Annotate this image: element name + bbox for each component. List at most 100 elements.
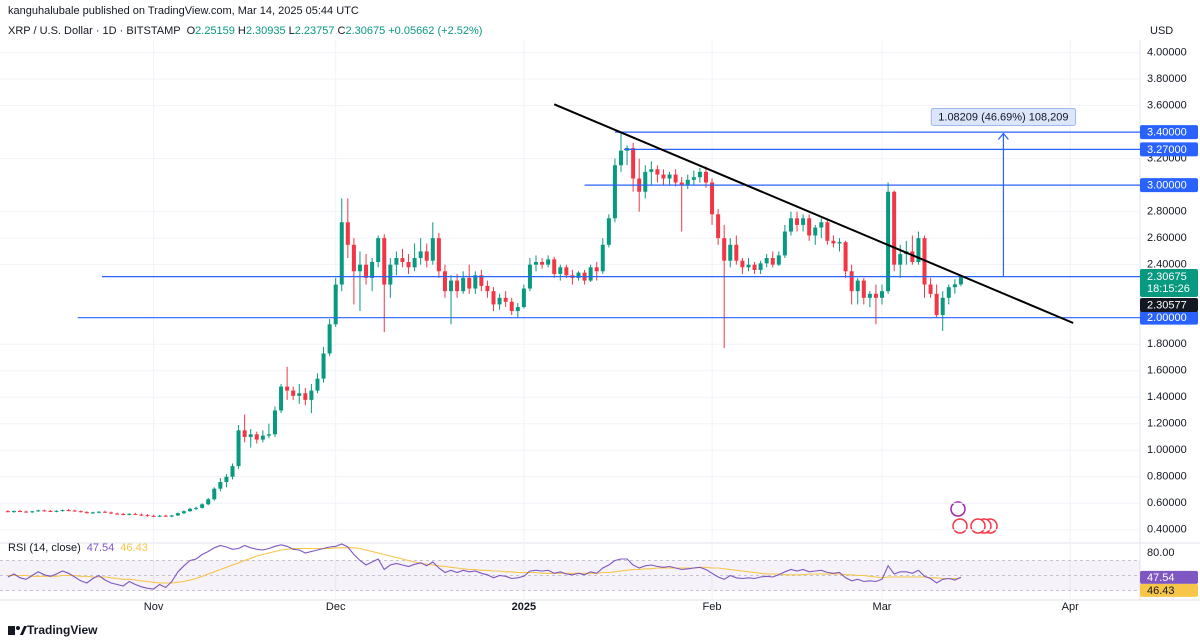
candle-body <box>188 508 192 512</box>
candle-body <box>303 393 308 400</box>
rsi-value-box <box>1140 570 1198 584</box>
candle-body <box>30 511 35 513</box>
candle-body <box>333 284 338 325</box>
price-label-box <box>1140 310 1198 325</box>
candle-body <box>764 258 769 264</box>
candle-body <box>18 511 23 513</box>
legend-label: L <box>288 25 295 37</box>
grid <box>0 40 1140 600</box>
candle-body <box>940 297 945 316</box>
candle-body <box>364 264 369 278</box>
logo <box>8 626 27 635</box>
candle-body <box>181 511 186 514</box>
candle-body <box>837 242 842 244</box>
candle-body <box>534 262 539 265</box>
candle-body <box>382 238 387 285</box>
countdown: 18:15:26 <box>1147 283 1190 295</box>
candle-body <box>139 514 144 516</box>
candle-body <box>418 251 423 259</box>
candle-body <box>218 482 223 489</box>
candle-body <box>345 222 350 245</box>
candle-body <box>291 390 296 396</box>
candle-body <box>782 231 787 256</box>
price-label: 3.27000 <box>1147 144 1187 156</box>
candle-body <box>649 169 654 172</box>
candle-body <box>145 515 150 517</box>
legend-label: C <box>337 25 346 37</box>
candle-body <box>5 511 10 513</box>
candle-body <box>339 222 344 285</box>
candle-body <box>934 293 939 316</box>
flags[interactable] <box>952 518 998 534</box>
candle-body <box>84 512 89 514</box>
candle-body <box>36 510 41 512</box>
y-tick-label: 4.00000 <box>1147 47 1187 59</box>
y-tick-label: 0.80000 <box>1147 471 1187 483</box>
candle-body <box>746 264 751 268</box>
candle-body <box>109 512 114 514</box>
symbol-legend: XRP / U.S. Dollar · 1D · BITSTAMP O2.2515… <box>8 24 485 38</box>
candle-body <box>521 288 526 308</box>
candle-body <box>491 291 496 305</box>
candle-body <box>801 218 806 225</box>
candle-body <box>485 285 490 292</box>
x-tick-label: Feb <box>703 601 722 613</box>
y-tick-label: 1.40000 <box>1147 391 1187 403</box>
candle-body <box>819 222 824 228</box>
candle-body <box>309 390 314 400</box>
rsi-value: 46.43 <box>120 542 148 554</box>
x-tick-label: Dec <box>326 601 346 613</box>
candle-body <box>958 277 963 285</box>
candle-body <box>855 280 860 292</box>
candle-body <box>479 275 484 286</box>
candle-body <box>455 280 460 292</box>
candle-body <box>880 291 885 298</box>
header: kanguhalubale published on TradingView.c… <box>8 4 485 38</box>
candle-body <box>436 238 441 272</box>
candle-body <box>157 515 162 517</box>
plot <box>5 132 963 590</box>
price-label: 3.40000 <box>1147 127 1187 139</box>
measure-box <box>930 107 1077 126</box>
candle-body <box>121 513 126 515</box>
candle-body <box>886 191 891 292</box>
x-tick-label: Mar <box>873 601 892 613</box>
currency: USD <box>1150 25 1173 37</box>
candle-body <box>594 267 599 272</box>
x-tick-label: 2025 <box>512 601 536 613</box>
y-tick-label: 3.60000 <box>1147 100 1187 112</box>
candle-body <box>400 258 405 263</box>
candle-body <box>612 165 617 219</box>
y-tick-label: 2.80000 <box>1147 206 1187 218</box>
candle-body <box>703 171 708 183</box>
candle-body <box>260 435 265 440</box>
candle-body <box>103 511 108 513</box>
candle-body <box>115 513 120 515</box>
candle-body <box>206 499 211 505</box>
candle-body <box>552 259 557 274</box>
candle-body <box>248 434 253 437</box>
event-icon[interactable] <box>950 501 966 517</box>
candle-body <box>643 171 648 192</box>
candle-body <box>285 386 290 391</box>
price-label: 3.00000 <box>1147 180 1187 192</box>
last-price-label: 2.30675 <box>1147 271 1187 283</box>
candle-body <box>685 179 690 186</box>
candle-body <box>807 218 812 236</box>
candle-body <box>11 511 16 513</box>
candle-body <box>321 353 326 379</box>
candle-body <box>564 267 569 276</box>
candle-body <box>631 148 636 179</box>
candle-body <box>72 510 77 512</box>
candle-body <box>442 271 447 292</box>
rsi-line <box>7 543 962 590</box>
candle-body <box>952 284 957 288</box>
candle-body <box>127 513 132 515</box>
candle-body <box>66 510 71 512</box>
measure-arrowhead <box>997 132 1009 140</box>
candle-body <box>297 393 302 396</box>
y-tick-label: 0.40000 <box>1147 524 1187 536</box>
legend-label: H <box>237 25 246 37</box>
candle-body <box>272 410 277 435</box>
